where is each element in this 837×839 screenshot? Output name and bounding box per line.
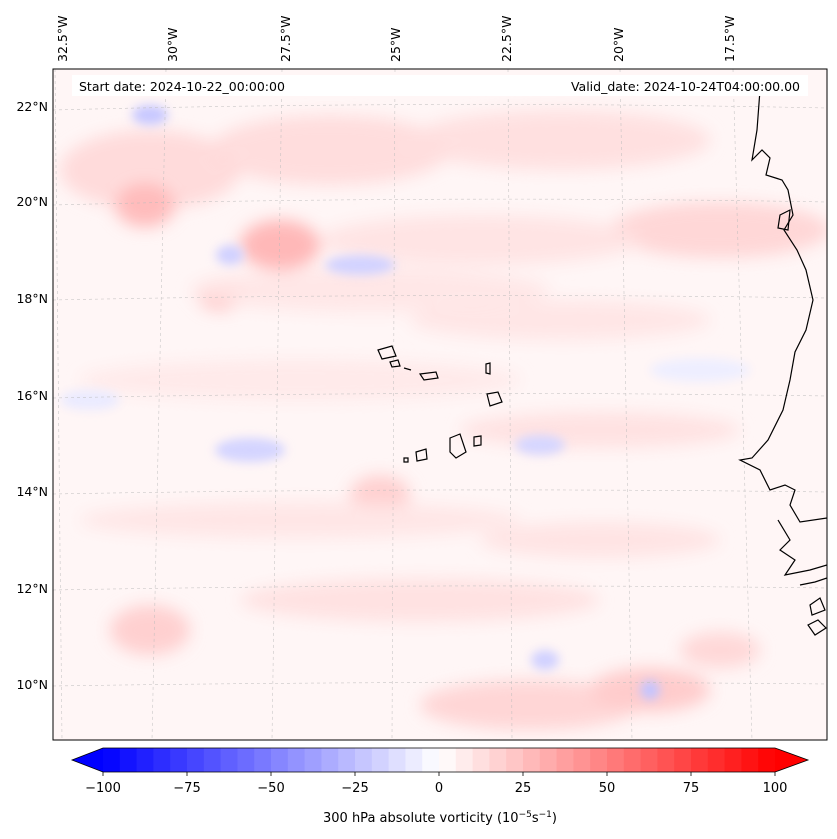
colorbar-segment — [119, 748, 138, 772]
colorbar-segment — [187, 748, 205, 772]
colorbar-segment — [203, 748, 222, 772]
colorbar-segment — [304, 748, 322, 772]
colorbar-segment — [237, 748, 255, 772]
start-date-label: Start date: 2024-10-22_00:00:00 — [79, 79, 285, 94]
colorbar-segment — [539, 748, 558, 772]
colorbar-segment — [489, 748, 507, 772]
colorbar-segment — [355, 748, 373, 772]
cape-verde-islands — [377, 345, 503, 463]
colorbar-segment — [472, 748, 490, 772]
lon-label-32-5w: 32.5°W — [55, 16, 70, 62]
colorbar-segment — [103, 748, 121, 772]
colorbar-segment — [741, 748, 759, 772]
colorbar-extend-max — [775, 748, 808, 772]
colorbar-segment — [321, 748, 339, 772]
colorbar-segment — [724, 748, 742, 772]
lat-label-10n: 10°N — [16, 677, 48, 692]
colorbar-segment — [153, 748, 171, 772]
colorbar-tick-label: −25 — [341, 781, 368, 796]
lon-label-25w: 25°W — [388, 27, 403, 62]
colorbar-tick-label: −75 — [173, 781, 200, 796]
colorbar-segment — [691, 748, 709, 772]
lon-label-27-5w: 27.5°W — [278, 16, 293, 62]
lat-label-18n: 18°N — [16, 291, 48, 306]
latitude-labels: 22°N 20°N 18°N 16°N 14°N 12°N 10°N — [16, 99, 48, 692]
map-panel: Start date: 2024-10-22_00:00:00 Valid_da… — [53, 69, 827, 740]
colorbar-segment — [523, 748, 541, 772]
colorbar-tick-label: 0 — [435, 781, 443, 796]
colorbar-segment — [657, 748, 675, 772]
colorbar-segment — [422, 748, 440, 772]
colorbar-segment — [271, 748, 289, 772]
date-banner — [72, 75, 808, 96]
colorbar-segment — [455, 748, 474, 772]
coastlines — [738, 89, 827, 636]
graticule — [53, 69, 827, 740]
colorbar-segment — [758, 748, 776, 772]
colorbar-segment — [405, 748, 423, 772]
vorticity-negative — [60, 105, 750, 700]
colorbar-tick-label: −100 — [85, 781, 121, 796]
colorbar-segment — [136, 748, 154, 772]
colorbar-tick-label: −50 — [257, 781, 284, 796]
colorbar-segment — [439, 748, 457, 772]
lat-label-22n: 22°N — [16, 99, 48, 114]
colorbar-segment — [388, 748, 406, 772]
colorbar-tick-label: 25 — [515, 781, 532, 796]
colorbar-tick-label: 75 — [683, 781, 700, 796]
colorbar-segment — [556, 748, 574, 772]
lat-label-12n: 12°N — [16, 581, 48, 596]
colorbar-tick-label: 100 — [763, 781, 788, 796]
colorbar-segment — [640, 748, 658, 772]
colorbar-segment — [607, 748, 625, 772]
colorbar-ticks: −100 −75 −50 −25 0 25 50 75 100 — [85, 772, 787, 796]
map-frame — [52, 68, 828, 741]
colorbar: −100 −75 −50 −25 0 25 50 75 100 300 hPa absolute… — [70, 747, 810, 826]
vorticity-field — [60, 110, 827, 730]
colorbar-segments — [103, 748, 776, 772]
valid-date-label: Valid_date: 2024-10-24T04:00:00.00 — [571, 79, 800, 94]
colorbar-segment — [674, 748, 692, 772]
colorbar-segment — [170, 748, 188, 772]
colorbar-segment — [254, 748, 272, 772]
colorbar-segment — [573, 748, 591, 772]
lat-label-14n: 14°N — [16, 484, 48, 499]
colorbar-segment — [338, 748, 356, 772]
colorbar-segment — [590, 748, 608, 772]
lon-label-22-5w: 22.5°W — [499, 16, 514, 62]
colorbar-segment — [287, 748, 306, 772]
colorbar-segment — [707, 748, 726, 772]
colorbar-extend-min — [72, 748, 103, 772]
colorbar-label: 300 hPa absolute vorticity (10−5s−1) — [323, 810, 557, 826]
colorbar-segment — [506, 748, 524, 772]
lon-label-20w: 20°W — [611, 27, 626, 62]
colorbar-segment — [371, 748, 390, 772]
colorbar-segment — [220, 748, 238, 772]
lon-label-17-5w: 17.5°W — [722, 16, 737, 62]
colorbar-tick-label: 50 — [599, 781, 616, 796]
lat-label-16n: 16°N — [16, 388, 48, 403]
lat-label-20n: 20°N — [16, 194, 48, 209]
lon-label-30w: 30°W — [165, 27, 180, 62]
longitude-labels: 32.5°W 30°W 27.5°W 25°W 22.5°W 20°W 17.5… — [55, 16, 737, 62]
colorbar-segment — [623, 748, 642, 772]
